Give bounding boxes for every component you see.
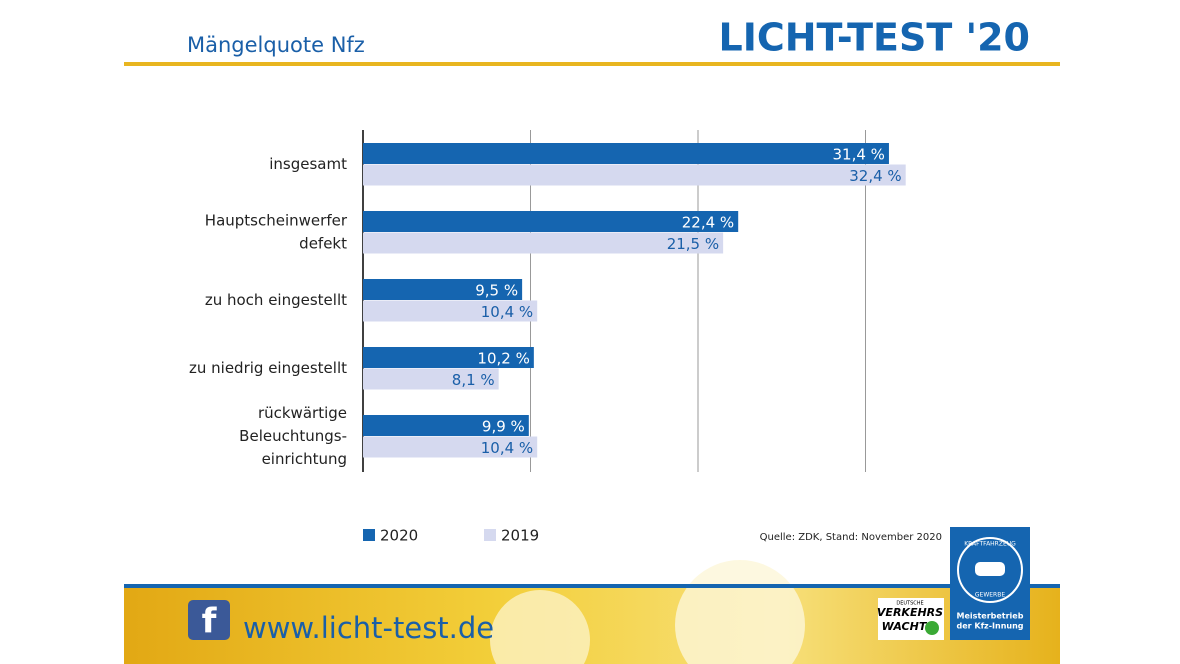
- badge-bottom: GEWERBE: [975, 592, 1005, 599]
- bar: [363, 143, 889, 164]
- category-label: zu niedrig eingestellt: [189, 359, 347, 377]
- vw-text: WACHT: [882, 620, 928, 633]
- category-label: defekt: [299, 235, 347, 253]
- category-label: zu hoch eingestellt: [205, 291, 347, 309]
- badge-line: Meisterbetrieb: [957, 612, 1024, 621]
- category-label: rückwärtige: [258, 404, 347, 422]
- footer-rule: [124, 584, 1060, 588]
- value-label: 8,1 %: [452, 371, 495, 389]
- value-label: 32,4 %: [849, 167, 901, 185]
- bar: [363, 164, 906, 186]
- brand-title: LICHT-TEST '20: [719, 16, 1030, 60]
- category-label: Hauptscheinwerfer: [205, 212, 348, 230]
- facebook-icon: [188, 600, 230, 640]
- badge-top: KRAFTFAHRZEUG: [964, 541, 1016, 548]
- source: Quelle: ZDK, Stand: November 2020: [760, 532, 942, 543]
- value-label: 9,5 %: [475, 281, 518, 299]
- badge-ring: [957, 537, 1023, 603]
- bar: [363, 347, 534, 368]
- bar: [363, 232, 724, 254]
- category-label: insgesamt: [269, 155, 347, 173]
- chart: insgesamt 31,4 % 32,4 % Hauptscheinwerfer de…: [189, 130, 906, 545]
- vw-plus: [925, 621, 939, 635]
- value-label: 10,4 %: [481, 439, 533, 457]
- value-label: 21,5 %: [667, 235, 719, 253]
- vw-text: VERKEHRS: [877, 606, 943, 619]
- bar: [363, 436, 538, 458]
- legend-swatch: [363, 529, 375, 541]
- bar: [363, 300, 538, 322]
- badge: [950, 527, 1030, 640]
- value-label: 10,2 %: [477, 349, 529, 367]
- legend-swatch: [484, 529, 496, 541]
- facebook-f: f: [202, 602, 218, 642]
- bar: [363, 279, 523, 300]
- badge-line: der Kfz-Innung: [956, 622, 1023, 631]
- url: www.licht-test.de: [243, 611, 494, 645]
- subtitle: Mängelquote Nfz: [187, 33, 365, 57]
- vw-small: DEUTSCHE: [896, 601, 923, 607]
- footer: f www.licht-test.de DEUTSCHE VERKEHRS WA…: [124, 527, 1060, 664]
- legend-label: 2019: [501, 527, 539, 545]
- footer-circle: [490, 590, 590, 664]
- bar: [363, 211, 739, 232]
- bar: [363, 415, 529, 436]
- legend-label: 2020: [380, 527, 418, 545]
- category-label: einrichtung: [262, 450, 347, 468]
- value-label: 22,4 %: [682, 213, 734, 231]
- badge-car: [975, 562, 1005, 576]
- bar: [363, 368, 499, 390]
- header-rule: [124, 62, 1060, 66]
- value-label: 31,4 %: [833, 145, 885, 163]
- value-label: 9,9 %: [482, 417, 525, 435]
- footer-circle: [675, 560, 805, 664]
- value-label: 10,4 %: [481, 303, 533, 321]
- category-label: Beleuchtungs-: [239, 427, 347, 445]
